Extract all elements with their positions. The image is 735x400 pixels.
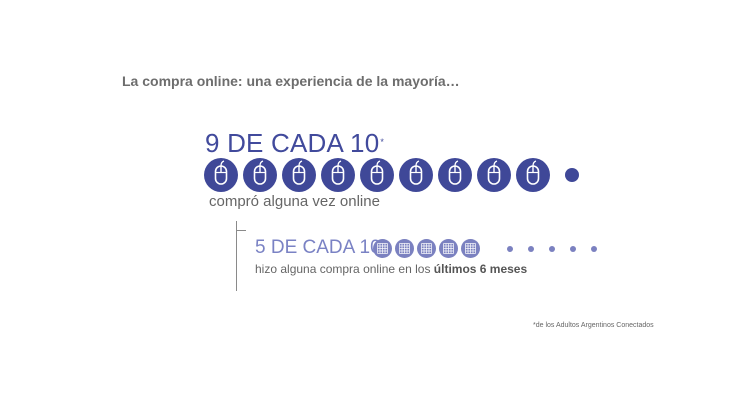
empty-dot [507, 246, 513, 252]
headline: La compra online: una experiencia de la … [122, 73, 460, 89]
secondary-stat-caption: hizo alguna compra online en los últimos… [255, 262, 527, 276]
computer-mouse-icon [282, 158, 316, 192]
empty-dot [549, 246, 555, 252]
empty-dot [570, 246, 576, 252]
grid-icon [373, 239, 392, 258]
computer-mouse-icon [516, 158, 550, 192]
footnote: *de los Adultos Argentinos Conectados [533, 322, 654, 329]
secondary-caption-bold: últimos 6 meses [433, 262, 528, 276]
secondary-stat-value: 5 DE CADA 10 [255, 237, 381, 258]
computer-mouse-icon [477, 158, 511, 192]
computer-mouse-icon [438, 158, 472, 192]
computer-mouse-icon [204, 158, 238, 192]
main-stat-marker: * [380, 137, 385, 147]
grid-icon [395, 239, 414, 258]
empty-dot [528, 246, 534, 252]
main-stat-caption: compró alguna vez online [209, 193, 380, 210]
grid-icon [417, 239, 436, 258]
computer-mouse-icon [321, 158, 355, 192]
secondary-caption-prefix: hizo alguna compra online en los [255, 262, 434, 276]
grid-icon [461, 239, 480, 258]
empty-dot [591, 246, 597, 252]
secondary-stat-icon-row [373, 239, 597, 259]
main-stat-value: 9 DE CADA 10 [205, 128, 380, 158]
grid-icon [439, 239, 458, 258]
computer-mouse-icon [243, 158, 277, 192]
empty-dot [565, 168, 579, 182]
main-stat: 9 DE CADA 10* [205, 128, 384, 159]
bracket-divider [236, 221, 237, 291]
computer-mouse-icon [360, 158, 394, 192]
main-stat-icon-row [204, 158, 584, 192]
computer-mouse-icon [399, 158, 433, 192]
bracket-tick [236, 230, 246, 231]
